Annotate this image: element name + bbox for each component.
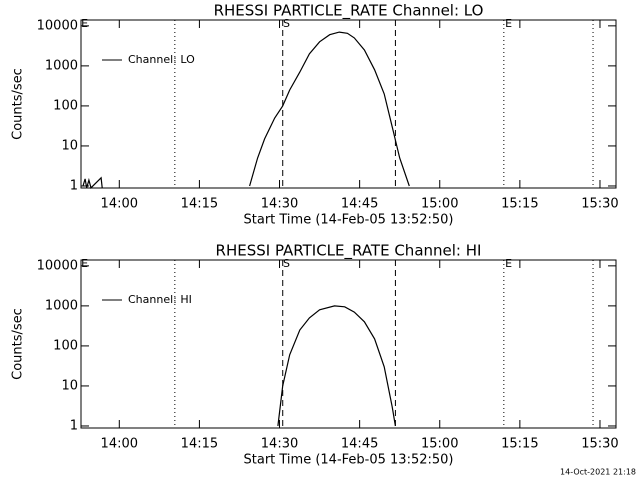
x-tick-label: 14:00 (101, 437, 138, 452)
x-tick-label: 14:30 (261, 197, 298, 212)
y-tick-label: 1 (70, 178, 78, 193)
x-tick-label: 15:15 (501, 437, 538, 452)
flag-label: E (505, 257, 512, 270)
x-tick-label: 15:15 (501, 197, 538, 212)
flag-label: E (505, 17, 512, 30)
y-tick-label: 100 (53, 338, 78, 353)
flag-label: S (283, 257, 290, 270)
x-tick-label: 15:00 (421, 437, 458, 452)
flag-label: E (81, 17, 88, 30)
x-tick-label: 14:15 (181, 197, 218, 212)
y-tick-label: 10 (61, 378, 78, 393)
x-tick-label: 14:45 (341, 197, 378, 212)
y-tick-label: 1000 (45, 298, 78, 313)
data-line (82, 31, 410, 189)
flag-label: S (283, 17, 290, 30)
x-tick-label: 14:15 (181, 437, 218, 452)
x-tick-label: 15:00 (421, 197, 458, 212)
x-tick-label: 14:00 (101, 197, 138, 212)
x-tick-label: 14:30 (261, 437, 298, 452)
data-line (277, 305, 396, 427)
y-tick-label: 1000 (45, 58, 78, 73)
y-axis-label: Counts/sec (11, 68, 26, 140)
timestamp: 14-Oct-2021 21:18 (560, 468, 636, 477)
chart-title: RHESSI PARTICLE_RATE Channel: LO (214, 2, 484, 21)
y-axis-label: Counts/sec (11, 308, 26, 380)
x-tick-label: 15:30 (581, 197, 618, 212)
y-tick-label: 1 (70, 418, 78, 433)
flag-label: E (81, 257, 88, 270)
plot-frame (80, 259, 617, 429)
x-axis-label: Start Time (14-Feb-05 13:52:50) (244, 453, 454, 468)
y-tick-label: 100 (53, 98, 78, 113)
plot-frame (80, 19, 617, 189)
chart-title: RHESSI PARTICLE_RATE Channel: HI (216, 242, 482, 261)
y-tick-label: 10 (61, 138, 78, 153)
y-tick-label: 10000 (37, 258, 78, 273)
y-tick-label: 10000 (37, 18, 78, 33)
legend-label: Channel: LO (128, 53, 195, 66)
x-tick-label: 14:45 (341, 437, 378, 452)
x-axis-label: Start Time (14-Feb-05 13:52:50) (244, 213, 454, 228)
legend-label: Channel: HI (128, 293, 192, 306)
x-tick-label: 15:30 (581, 437, 618, 452)
